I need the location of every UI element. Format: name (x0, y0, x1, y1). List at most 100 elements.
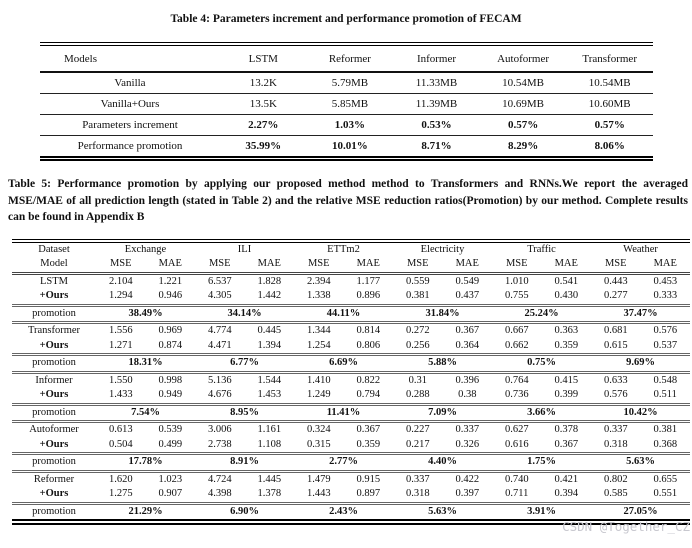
table5-promotion-value: 34.14% (195, 303, 294, 324)
table5-promotion-value: 31.84% (393, 303, 492, 324)
table5-value: 0.337 (603, 424, 628, 435)
table4-value: 5.85MB (306, 93, 394, 115)
table5-caption: Table 5: Performance promotion by applyi… (8, 178, 688, 223)
table5-value: 0.367 (455, 325, 480, 336)
table4-column-header: Reformer (306, 44, 394, 73)
table5-value: 4.305 (207, 290, 232, 301)
table5-value: 2.104 (108, 275, 133, 287)
table5-value: 0.337 (455, 424, 480, 435)
table5-value: 0.368 (653, 438, 678, 450)
table5-value: 4.774 (207, 325, 232, 336)
table5-metric-header-row: Model MSE MAE MSE MAE MSE MAE MSE MAE MSE MAE MSE MA… (12, 257, 690, 275)
table5-model-row: Transformer 1.556 0.969 4.774 0.445 1.344 0.81… (12, 323, 690, 339)
table5-value: 0.897 (356, 488, 381, 499)
table5-promotion-value: 8.91% (195, 452, 294, 473)
table5-dataset-header-row: Dataset Exchange ILI ETTm2 Electricity Traffi… (12, 241, 690, 258)
table4-value: 11.33MB (393, 71, 480, 94)
table5-value: 0.318 (405, 488, 430, 499)
table5-promotion-label: promotion (12, 452, 96, 473)
table5-value: 0.736 (504, 389, 529, 400)
table4-value: 0.57% (566, 114, 653, 136)
table4-value: 0.57% (479, 114, 567, 136)
table5-value: 1.556 (108, 325, 133, 336)
table5-value: 0.616 (504, 438, 529, 450)
table5-promotion-row: promotion 17.78% 8.91% 2.77% 4.40% 1.75% 5.63% (12, 452, 690, 473)
table5-metric-header: MAE (541, 257, 591, 275)
table5-model-label: Model (12, 257, 96, 275)
table5-value: 0.551 (653, 488, 678, 499)
table5-promotion-value: 8.95% (195, 402, 294, 423)
table5-value: 0.397 (455, 488, 480, 499)
table5-value: 0.585 (603, 488, 628, 499)
table5-promotion-value: 3.66% (492, 402, 591, 423)
table5-value: 1.161 (257, 424, 282, 435)
table5-model-row: Reformer 1.620 1.023 4.724 1.445 1.479 0.915 0.… (12, 471, 690, 487)
table4-value: 0.53% (393, 114, 480, 136)
table4-value: 11.39MB (393, 93, 480, 115)
table5-promotion-value: 37.47% (591, 303, 690, 324)
table5-value: 0.874 (158, 339, 183, 351)
table5-metric-header: MAE (640, 257, 690, 275)
table5-dataset-header: ETTm2 (327, 243, 360, 255)
table5-ours-label: +Ours (39, 438, 69, 450)
table5: Dataset Exchange ILI ETTm2 Electricity Traffi… (12, 238, 690, 525)
table5-value: 0.613 (108, 424, 133, 435)
table5-promotion-value: 27.05% (591, 501, 690, 524)
table5-value: 0.453 (653, 275, 678, 287)
table5-promotion-value: 18.31% (96, 353, 195, 374)
table5-promotion-value: 9.69% (591, 353, 690, 374)
table5-promotion-row: promotion 7.54% 8.95% 11.41% 7.09% 3.66% 10.42… (12, 402, 690, 423)
table4-value: 8.71% (393, 135, 480, 159)
table5-promotion-value: 1.75% (492, 452, 591, 473)
table5-value: 5.136 (207, 374, 232, 386)
table5-promotion-row: promotion 18.31% 6.77% 6.69% 5.88% 0.75% 9.69% (12, 353, 690, 374)
table5-dataset-header: Traffic (527, 243, 556, 255)
table5-value: 0.337 (405, 473, 430, 485)
table4: Models LSTM Reformer Informer Autoformer Tran… (40, 42, 653, 161)
table5-value: 1.344 (306, 325, 331, 336)
table5-model-name: Autoformer (29, 424, 79, 435)
table5-promotion-value: 2.43% (294, 501, 393, 524)
table5-value: 1.271 (108, 339, 133, 351)
table5-value: 1.275 (108, 488, 133, 499)
table5-value: 0.256 (405, 339, 430, 351)
table5-ours-label: +Ours (39, 389, 69, 400)
table5-metric-header: MAE (244, 257, 294, 275)
table5-promotion-row: promotion 21.29% 6.90% 2.43% 5.63% 3.91% 27.05… (12, 501, 690, 524)
table5-metric-header: MSE (492, 257, 542, 275)
table5-promotion-label: promotion (12, 501, 96, 524)
table5-value: 1.445 (257, 473, 282, 485)
table5-value: 1.544 (257, 374, 282, 386)
table5-value: 1.378 (257, 488, 282, 499)
table5-promotion-value: 7.09% (393, 402, 492, 423)
table5-promotion-label: promotion (12, 353, 96, 374)
table5-value: 0.31 (408, 374, 427, 386)
table4-column-header: Transformer (566, 44, 653, 73)
table5-value: 0.359 (554, 339, 579, 351)
table4-value: 10.54MB (566, 71, 653, 94)
table5-value: 0.367 (554, 438, 579, 450)
table5-value: 1.023 (158, 473, 183, 485)
table5-promotion-value: 21.29% (96, 501, 195, 524)
table5-value: 0.415 (554, 374, 579, 386)
table5-value: 0.333 (653, 290, 678, 301)
table5-value: 4.471 (207, 339, 232, 351)
table5-value: 0.794 (356, 389, 381, 400)
table5-promotion-row: promotion 38.49% 34.14% 44.11% 31.84% 25.24% 3… (12, 303, 690, 324)
table5-value: 0.499 (158, 438, 183, 450)
table5-dataset-header: Electricity (420, 243, 465, 255)
table5-metric-header: MAE (442, 257, 492, 275)
table4-header-row: Models LSTM Reformer Informer Autoformer Tran… (40, 44, 653, 73)
table5-value: 0.378 (554, 424, 579, 435)
table5-value: 0.806 (356, 339, 381, 351)
table5-metric-header: MSE (294, 257, 344, 275)
table5-value: 1.177 (356, 275, 381, 287)
table5-value: 0.443 (603, 275, 628, 287)
table5-promotion-value: 11.41% (294, 402, 393, 423)
table5-value: 0.755 (504, 290, 529, 301)
table4-value: 10.60MB (566, 93, 653, 115)
table4-value: 8.29% (479, 135, 567, 159)
table5-value: 0.315 (306, 438, 331, 450)
table5-dataset-header: Weather (623, 243, 658, 255)
table5-metric-header: MAE (145, 257, 195, 275)
